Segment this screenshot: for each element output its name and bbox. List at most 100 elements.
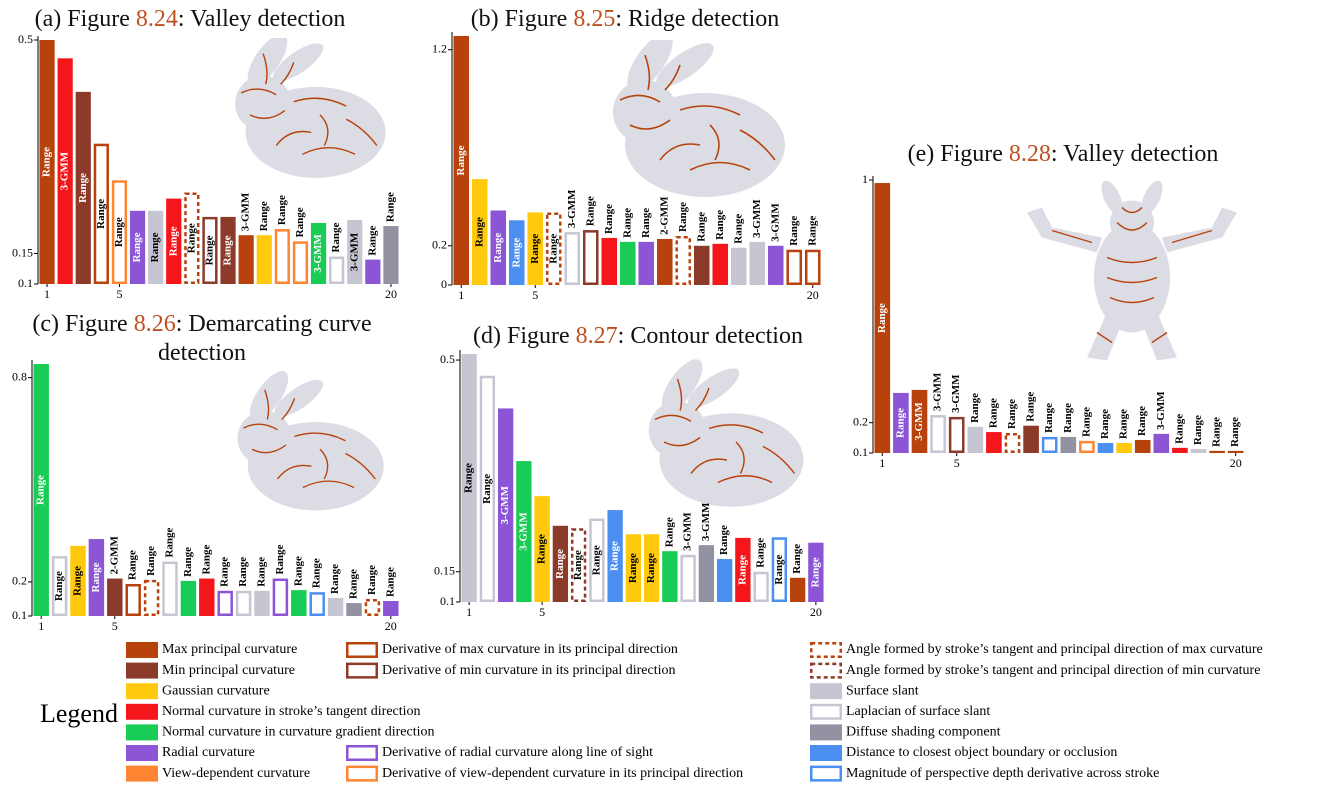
bar-label: 2-GMM <box>658 196 670 235</box>
x-tick-label: 5 <box>112 619 118 633</box>
legend-label: Normal curvature in curvature gradient d… <box>162 725 435 740</box>
bar <box>662 551 678 602</box>
bar <box>291 590 307 616</box>
bar <box>364 598 381 616</box>
x-tick-label: 1 <box>466 605 472 619</box>
bar-label: Range <box>77 173 89 203</box>
bar-label: Range <box>695 212 707 242</box>
bar <box>125 583 141 617</box>
bar-label: Range <box>481 474 493 504</box>
legend-label: Distance to closest object boundary or o… <box>846 745 1117 760</box>
bar <box>347 219 363 284</box>
x-tick-label: 20 <box>385 619 397 633</box>
y-tick-label: 0.2 <box>432 238 447 252</box>
bar <box>217 590 233 616</box>
bar-label: Range <box>222 235 234 265</box>
bar-label: Range <box>1118 409 1130 439</box>
bar <box>383 601 399 616</box>
bar <box>625 534 642 602</box>
bar-label: Range <box>791 544 803 574</box>
bar <box>1134 439 1151 453</box>
bar <box>497 408 514 602</box>
bar-label: Range <box>987 398 999 428</box>
y-tick-label: 0.8 <box>12 369 27 383</box>
bar-label: Range <box>718 525 730 555</box>
bar-label: Range <box>1136 406 1148 436</box>
legend-swatch <box>126 724 158 741</box>
bar <box>51 556 68 617</box>
bar <box>479 375 496 602</box>
bar <box>254 590 270 616</box>
legend-swatch <box>126 662 158 679</box>
bar <box>570 528 587 603</box>
bar <box>93 143 109 284</box>
legend-swatch <box>810 642 842 658</box>
bar <box>1041 436 1058 454</box>
bar <box>749 241 766 285</box>
bar-label: Range <box>1229 417 1241 447</box>
bar <box>235 590 252 616</box>
bar <box>716 559 733 602</box>
bar <box>129 210 146 284</box>
y-tick-label: 1 <box>862 172 868 186</box>
legend-swatch <box>126 703 158 720</box>
bar-label: Range <box>145 546 157 576</box>
bar <box>767 245 784 285</box>
bar-label: 3-GMM <box>312 234 324 273</box>
bar <box>948 416 965 453</box>
x-tick-label: 1 <box>38 619 44 633</box>
title-prefix: (d) Figure <box>473 323 576 349</box>
bar-label: Range <box>1062 403 1074 433</box>
legend-swatch <box>126 745 158 761</box>
y-tick-label: 0.5 <box>18 32 33 46</box>
bar <box>490 210 507 285</box>
bar-label: Range <box>258 201 270 231</box>
bar-label: Range <box>894 408 906 438</box>
x-tick-label: 5 <box>532 288 538 302</box>
figure-ref: 8.25 <box>573 6 616 32</box>
bar-label: Range <box>1080 407 1092 437</box>
title-suffix: : Ridge detection <box>615 6 780 32</box>
bar-label: 3-GMM <box>499 485 511 524</box>
bar-label: 3-GMM <box>932 372 944 411</box>
title-prefix: (b) Figure <box>470 6 574 32</box>
legend-label: View-dependent curvature <box>162 766 310 781</box>
bar <box>471 179 488 285</box>
bar <box>804 249 821 286</box>
bar <box>39 40 55 284</box>
bar-label: Range <box>348 569 360 599</box>
bar-label: Range <box>292 556 304 586</box>
title-prefix: (c) Figure <box>32 311 134 337</box>
bar-label: 3-GMM <box>566 189 578 228</box>
bar <box>986 432 1002 453</box>
x-tick-label: 1 <box>44 287 50 301</box>
bar <box>148 210 164 284</box>
x-tick-label: 20 <box>385 287 397 301</box>
bar <box>786 249 803 286</box>
bar <box>327 597 344 616</box>
bar <box>1227 450 1244 453</box>
bar <box>619 241 636 285</box>
legend-label: Derivative of radial curvature along lin… <box>382 745 653 760</box>
bar-label: Range <box>677 202 689 232</box>
bar <box>1079 440 1095 454</box>
bar-label: Range <box>237 557 249 587</box>
legend-label: Angle formed by stroke’s tangent and pri… <box>846 642 1263 657</box>
bar-label: Range <box>969 393 981 423</box>
legend-label: Magnitude of perspective depth derivativ… <box>846 766 1159 781</box>
bar <box>508 220 525 285</box>
bar <box>911 389 928 453</box>
y-tick-label: 0.5 <box>440 352 455 366</box>
legend-swatch <box>126 642 158 658</box>
bar <box>162 561 178 616</box>
bar-label: Range <box>256 557 268 587</box>
legend-label: Angle formed by stroke’s tangent and pri… <box>846 663 1260 678</box>
bar-label: Range <box>510 238 522 268</box>
title-suffix: : Demarcating curve detection <box>158 311 372 366</box>
bar-label: Range <box>609 541 621 571</box>
bar-label: Range <box>736 555 748 585</box>
legend-swatch <box>810 683 842 700</box>
legend-swatch <box>346 642 378 658</box>
